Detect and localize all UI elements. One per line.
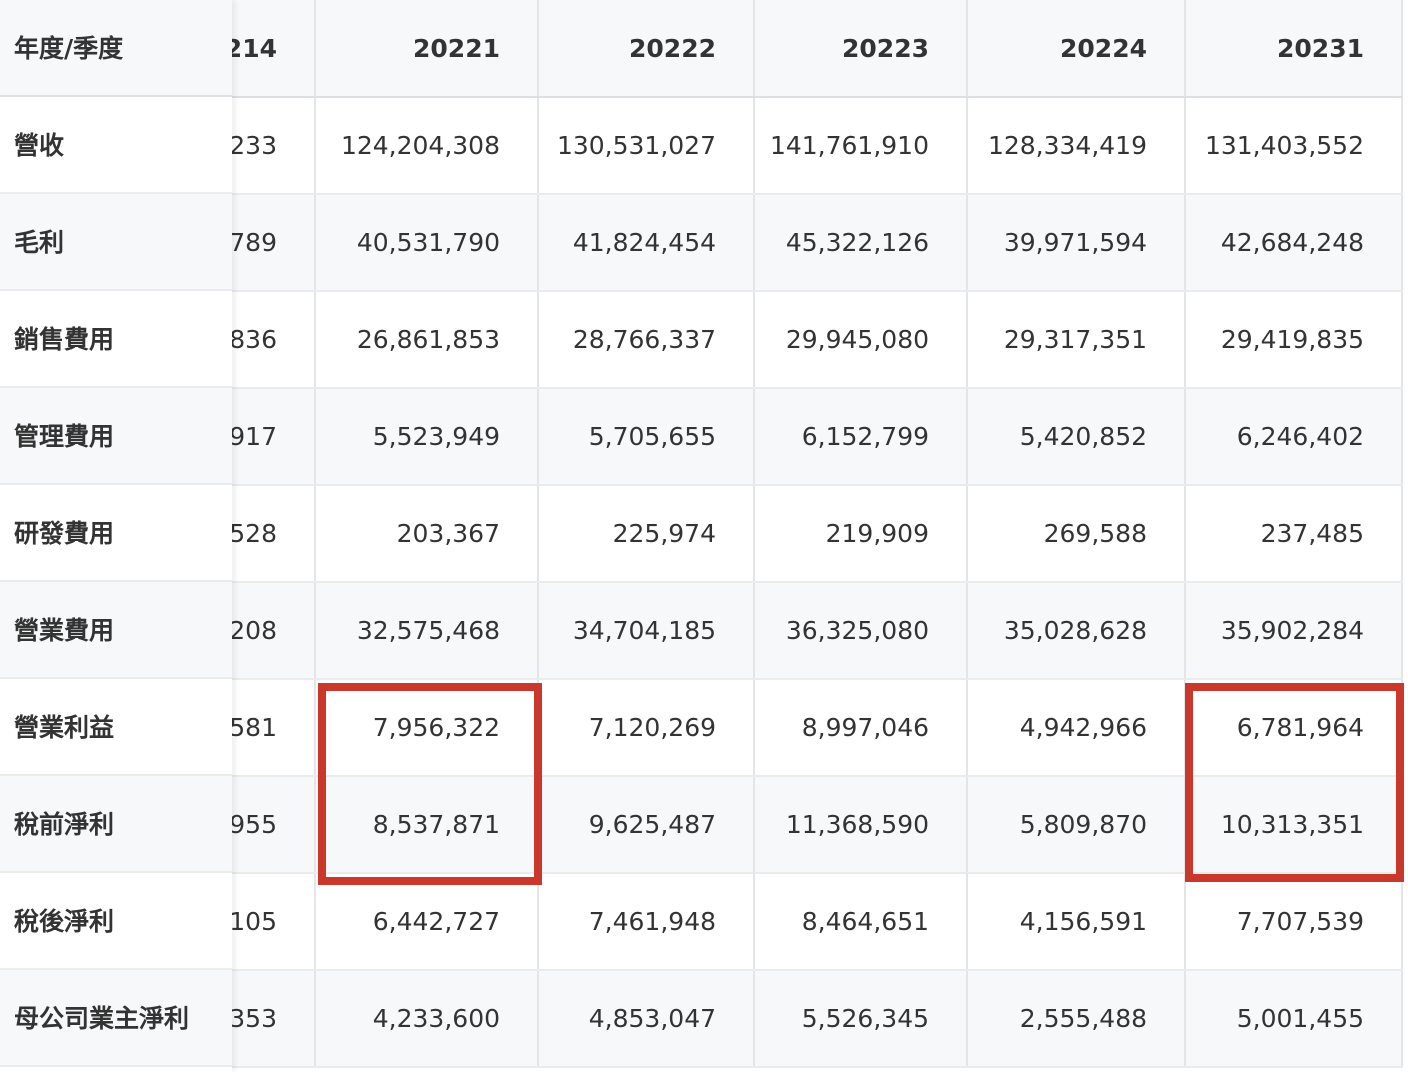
value-cell: 130,531,027 (538, 97, 755, 195)
row-label: 母公司業主淨利 (0, 970, 232, 1067)
value-cell: 128,334,419 (967, 97, 1186, 195)
row-label: 管理費用 (0, 388, 232, 485)
value-cell: 8,537,871 (315, 776, 539, 874)
value-cell: 269,588 (967, 485, 1186, 583)
value-cell: 28,766,337 (538, 291, 755, 389)
column-header: 20222 (538, 0, 755, 98)
value-cell: 2,555,488 (967, 970, 1186, 1068)
header-row: 20214 20221 20222 20223 20224 20231 (160, 0, 1403, 98)
row-label: 稅前淨利 (0, 776, 232, 873)
row-label: 銷售費用 (0, 291, 232, 388)
value-cell: 5,705,655 (538, 388, 755, 486)
value-cell: 5,420,852 (967, 388, 1186, 486)
value-cell: 4,156,591 (967, 873, 1186, 971)
value-cell: 7,707,539 (1185, 873, 1403, 971)
value-cell: 4,233,600 (315, 970, 539, 1068)
table-row: 46,789 40,531,790 41,824,454 45,322,126 39,9… (160, 194, 1403, 292)
value-cell: 42,684,248 (1185, 194, 1403, 292)
value-cell: 141,761,910 (754, 97, 968, 195)
table-row: 31,836 26,861,853 28,766,337 29,945,080 29,3… (160, 291, 1403, 389)
fixed-label-column: 年度/季度 營收 毛利 銷售費用 管理費用 研發費用 營業費用 營業利益 稅前淨利 稅後淨利 母公… (0, 0, 232, 1072)
table-row: 4,353 4,233,600 4,853,047 5,526,345 2,555,48… (160, 970, 1403, 1068)
value-cell: 5,809,870 (967, 776, 1186, 874)
value-cell: 203,367 (315, 485, 539, 583)
table-row: 2,528 203,367 225,974 219,909 269,588 237,485 (160, 485, 1403, 583)
column-header: 20231 (1185, 0, 1403, 98)
column-header: 20221 (315, 0, 539, 98)
value-cell: 219,909 (754, 485, 968, 583)
table-row: 38,208 32,575,468 34,704,185 36,325,080 35,0… (160, 582, 1403, 680)
value-cell: 4,853,047 (538, 970, 755, 1068)
row-label: 營業費用 (0, 582, 232, 679)
value-cell: 29,419,835 (1185, 291, 1403, 389)
value-cell: 6,781,964 (1185, 679, 1403, 777)
value-cell: 225,974 (538, 485, 755, 583)
value-cell: 131,403,552 (1185, 97, 1403, 195)
value-cell: 6,442,727 (315, 873, 539, 971)
table-row: 145,233124,204,308130,531,027141,761,910… (160, 97, 1403, 195)
table-row: 9,955 8,537,871 9,625,487 11,368,590 5,809,8… (160, 776, 1403, 874)
value-cell: 9,625,487 (538, 776, 755, 874)
value-cell: 35,028,628 (967, 582, 1186, 680)
value-cell: 34,704,185 (538, 582, 755, 680)
row-label: 毛利 (0, 194, 232, 291)
row-label: 營收 (0, 97, 232, 194)
value-cell: 6,152,799 (754, 388, 968, 486)
value-cell: 29,317,351 (967, 291, 1186, 389)
value-cell: 40,531,790 (315, 194, 539, 292)
value-cell: 5,001,455 (1185, 970, 1403, 1068)
row-label: 稅後淨利 (0, 873, 232, 970)
value-cell: 7,120,269 (538, 679, 755, 777)
value-cell: 5,526,345 (754, 970, 968, 1068)
value-cell: 41,824,454 (538, 194, 755, 292)
value-cell: 11,368,590 (754, 776, 968, 874)
value-cell: 32,575,468 (315, 582, 539, 680)
value-cell: 10,313,351 (1185, 776, 1403, 874)
value-cell: 39,971,594 (967, 194, 1186, 292)
value-cell: 5,523,949 (315, 388, 539, 486)
value-cell: 8,997,046 (754, 679, 968, 777)
table-row: 8,581 7,956,322 7,120,269 8,997,046 4,942,96… (160, 679, 1403, 777)
table-row: 7,105 6,442,727 7,461,948 8,464,651 4,156,59… (160, 873, 1403, 971)
value-cell: 124,204,308 (315, 97, 539, 195)
value-cell: 4,942,966 (967, 679, 1186, 777)
value-cell: 7,956,322 (315, 679, 539, 777)
value-cell: 26,861,853 (315, 291, 539, 389)
value-cell: 237,485 (1185, 485, 1403, 583)
value-cell: 7,461,948 (538, 873, 755, 971)
row-label: 研發費用 (0, 485, 232, 582)
header-label: 年度/季度 (0, 0, 232, 97)
value-cell: 8,464,651 (754, 873, 968, 971)
value-cell: 45,322,126 (754, 194, 968, 292)
column-header: 20224 (967, 0, 1186, 98)
value-cell: 35,902,284 (1185, 582, 1403, 680)
column-header: 20223 (754, 0, 968, 98)
value-cell: 29,945,080 (754, 291, 968, 389)
value-cell: 6,246,402 (1185, 388, 1403, 486)
row-label: 營業利益 (0, 679, 232, 776)
table-row: 6,917 5,523,949 5,705,655 6,152,799 5,420,85… (160, 388, 1403, 486)
value-cell: 36,325,080 (754, 582, 968, 680)
